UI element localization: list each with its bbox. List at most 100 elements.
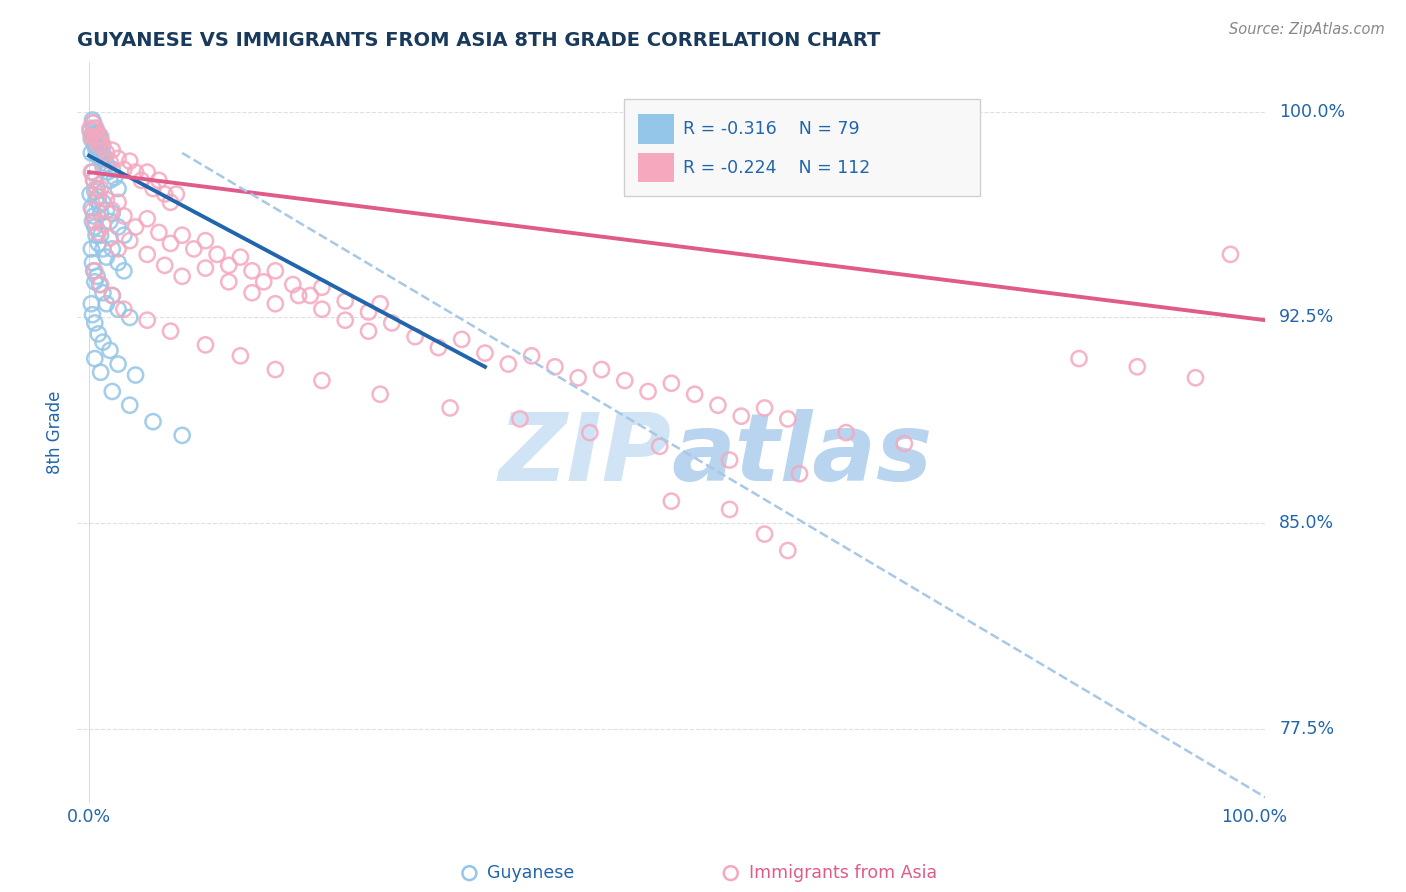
Point (79, 124, 101, 138)
Point (96, 145, 118, 160)
Text: 85.0%: 85.0% (1279, 514, 1334, 533)
Point (80, 201, 103, 215)
Text: Immigrants from Asia: Immigrants from Asia (748, 864, 936, 882)
Point (240, 264, 263, 278)
Point (172, 228, 194, 243)
Point (730, 409, 752, 424)
Point (83, 137, 105, 152)
Point (83, 116, 105, 130)
Point (357, 324, 380, 338)
Point (118, 234, 141, 248)
Point (83, 264, 105, 278)
Point (148, 173, 170, 187)
Point (87, 137, 110, 152)
Point (101, 288, 124, 302)
Point (91, 242, 114, 256)
Point (90, 365, 112, 379)
Point (91, 160, 114, 174)
Point (80, 129, 103, 144)
Point (205, 247, 228, 261)
Point (89, 145, 111, 160)
Point (101, 242, 124, 256)
Point (83, 132, 105, 146)
Point (1184, 371, 1206, 385)
Point (84, 228, 107, 243)
Text: Source: ZipAtlas.com: Source: ZipAtlas.com (1229, 22, 1385, 37)
Point (82, 214, 104, 228)
Point (87, 127, 110, 141)
Point (404, 329, 426, 343)
Point (87, 190, 110, 204)
Point (136, 313, 159, 327)
Point (754, 401, 776, 415)
Point (153, 258, 176, 272)
Point (82, 127, 104, 141)
Point (84, 121, 107, 136)
Point (264, 297, 287, 311)
Point (112, 162, 135, 177)
Point (101, 384, 124, 399)
Point (80, 165, 103, 179)
Point (165, 187, 187, 202)
Point (83, 214, 105, 228)
Point (637, 384, 659, 399)
Point (118, 154, 141, 169)
Point (90, 277, 112, 292)
Point (229, 250, 252, 264)
Point (112, 209, 135, 223)
Point (112, 228, 135, 243)
Point (80, 145, 103, 160)
Text: atlas: atlas (672, 409, 932, 500)
Point (82, 165, 104, 179)
Text: GUYANESE VS IMMIGRANTS FROM ASIA 8TH GRADE CORRELATION CHART: GUYANESE VS IMMIGRANTS FROM ASIA 8TH GRA… (77, 30, 880, 50)
Point (183, 242, 205, 256)
Point (91, 335, 114, 350)
Point (91, 195, 114, 210)
Point (90, 137, 112, 152)
Point (98, 154, 121, 169)
Point (776, 412, 799, 426)
Point (112, 264, 135, 278)
Point (98, 231, 121, 245)
Point (893, 436, 915, 450)
Point (613, 374, 636, 388)
Point (754, 527, 776, 541)
Point (83, 132, 105, 146)
Point (1126, 359, 1149, 374)
Point (136, 211, 159, 226)
Point (96, 157, 118, 171)
Point (718, 502, 741, 516)
Point (93, 152, 115, 166)
Point (142, 415, 165, 429)
Point (83, 275, 105, 289)
Point (86, 149, 108, 163)
Point (101, 206, 124, 220)
Point (579, 425, 602, 440)
Point (84, 129, 107, 144)
Point (661, 376, 683, 391)
Point (591, 362, 613, 376)
Point (89, 198, 111, 212)
Point (311, 302, 333, 317)
Point (287, 288, 309, 302)
Point (264, 264, 287, 278)
Point (357, 305, 380, 319)
Point (509, 412, 531, 426)
Point (90, 132, 112, 146)
Point (91, 217, 114, 231)
Point (83, 173, 105, 187)
Text: R = -0.224    N = 112: R = -0.224 N = 112 (683, 159, 870, 177)
Text: Guyanese: Guyanese (488, 864, 575, 882)
Point (439, 401, 461, 415)
Point (1067, 351, 1090, 366)
Point (90, 152, 112, 166)
Point (84, 143, 107, 157)
Point (142, 181, 165, 195)
Point (86, 269, 108, 284)
Point (194, 261, 217, 276)
Point (118, 310, 141, 325)
Point (159, 236, 181, 251)
Point (82, 203, 104, 218)
Text: 92.5%: 92.5% (1279, 309, 1334, 326)
Point (381, 316, 404, 330)
